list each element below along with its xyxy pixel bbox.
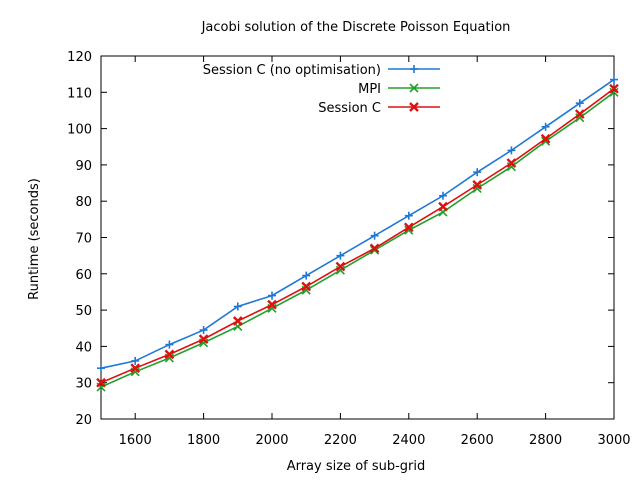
data-point: [540, 133, 551, 144]
data-point: [267, 299, 277, 310]
data-point: [575, 99, 584, 108]
legend-label: Session C: [318, 101, 381, 116]
series-2: [96, 83, 619, 388]
y-tick-label: 120: [67, 50, 92, 65]
data-point: [233, 302, 242, 311]
data-point: [164, 349, 175, 360]
data-point: [369, 243, 380, 254]
legend-marker: [410, 65, 418, 73]
data-point: [610, 75, 618, 84]
x-tick-label: 3000: [597, 433, 630, 448]
data-point: [131, 356, 140, 365]
data-point: [268, 291, 276, 300]
x-tick-label: 2200: [324, 433, 357, 448]
x-tick-label: 2600: [461, 433, 494, 448]
x-tick-label: 2400: [392, 433, 425, 448]
data-point: [96, 377, 106, 388]
data-point: [301, 281, 312, 292]
y-tick-label: 60: [75, 268, 92, 283]
y-tick-label: 40: [75, 340, 92, 355]
data-point: [404, 211, 413, 220]
data-point: [609, 87, 619, 97]
series-1: [96, 87, 619, 392]
y-tick-label: 70: [75, 232, 92, 247]
series-line: [100, 78, 615, 369]
data-point: [404, 225, 414, 235]
data-point: [232, 316, 243, 326]
data-point: [541, 136, 551, 146]
y-tick-label: 30: [75, 377, 92, 392]
data-point: [472, 180, 483, 190]
data-point: [574, 109, 585, 119]
legend-marker: [409, 83, 419, 93]
y-tick-label: 100: [67, 123, 92, 138]
y-tick-label: 80: [75, 195, 92, 210]
data-point: [335, 261, 346, 272]
axis-ticks: 20 30 40 50 60 70 80 90 100 110 120 1600 1800 2000 220…: [67, 50, 630, 448]
x-tick-label: 1600: [119, 433, 152, 448]
data-point: [506, 158, 517, 168]
legend-label: MPI: [358, 82, 381, 97]
y-tick-label: 20: [75, 413, 92, 428]
y-tick-label: 90: [75, 159, 92, 174]
data-point: [336, 251, 345, 260]
chart-title: Jacobi solution of the Discrete Poisson …: [201, 20, 511, 35]
data-point: [403, 222, 414, 233]
data-point: [473, 168, 482, 177]
data-point: [438, 201, 448, 212]
legend-label: Session C (no optimisation): [203, 63, 381, 78]
legend: Session C (no optimisation) MPI Session C: [203, 63, 440, 116]
series-line: [100, 91, 615, 388]
y-axis-label: Runtime (seconds): [27, 178, 42, 300]
series-0: [97, 75, 618, 373]
legend-marker: [409, 102, 419, 112]
data-point: [97, 364, 105, 373]
data-point: [439, 191, 447, 200]
series-layer: [96, 75, 619, 392]
y-tick-label: 110: [67, 86, 92, 101]
data-point: [609, 83, 619, 94]
data-point: [370, 231, 379, 240]
data-point: [130, 363, 141, 374]
data-point: [165, 340, 174, 349]
x-tick-label: 2000: [255, 433, 288, 448]
x-tick-label: 2800: [529, 433, 562, 448]
data-point: [302, 271, 311, 280]
data-point: [541, 122, 550, 131]
x-tick-label: 1800: [187, 433, 220, 448]
y-tick-label: 50: [75, 304, 92, 319]
data-point: [507, 146, 516, 155]
data-point: [199, 326, 208, 335]
data-point: [198, 334, 209, 344]
series-line: [100, 88, 615, 384]
x-axis-label: Array size of sub-grid: [287, 459, 426, 474]
